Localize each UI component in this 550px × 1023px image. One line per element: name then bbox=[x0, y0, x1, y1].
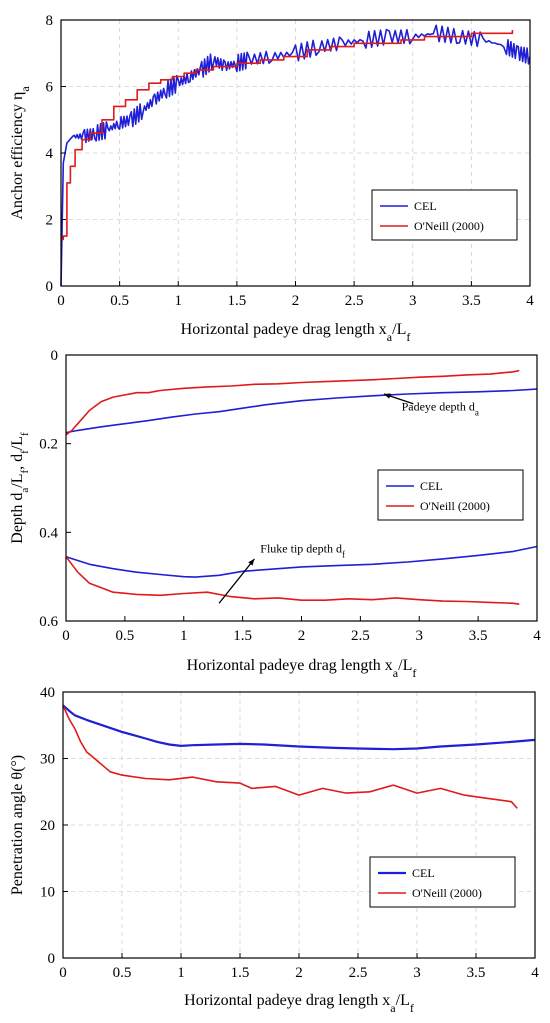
series-line-cel-1 bbox=[62, 704, 536, 751]
legend-label-cel: CEL bbox=[420, 479, 443, 493]
x-tick-label: 3.5 bbox=[467, 965, 486, 981]
chart-panel-2: 0 0.5 1 1.5 2 2.5 3 3.5 4 0 0.2 0.4 0.6 Horizontal pa… bbox=[9, 348, 541, 680]
grid-lines bbox=[61, 20, 530, 286]
x-tick-label: 3.5 bbox=[462, 293, 481, 309]
x-tick-label: 3 bbox=[413, 965, 421, 981]
x-tick-label: 0 bbox=[62, 628, 70, 644]
x-tick-label: 0.5 bbox=[110, 293, 129, 309]
x-tick-label: 1.5 bbox=[231, 965, 250, 981]
x-tick-label: 2 bbox=[298, 628, 306, 644]
annotation-arrow bbox=[218, 558, 255, 604]
x-tick-label: 2 bbox=[292, 293, 300, 309]
series-line-cel-2 bbox=[65, 545, 538, 578]
y-tick-label: 20 bbox=[40, 818, 55, 834]
y-tick-label: 40 bbox=[40, 685, 55, 701]
annotation-1: Padeye depth da bbox=[383, 393, 479, 417]
legend: CEL O'Neill (2000) bbox=[371, 189, 518, 241]
chart-panel-1: 0 0.5 1 1.5 2 2.5 3 3.5 4 0 2 4 6 8 Horizontal padeye … bbox=[9, 13, 534, 344]
x-tick-label: 1.5 bbox=[233, 628, 252, 644]
x-tick-label: 2.5 bbox=[345, 293, 364, 309]
x-tick-label: 1 bbox=[175, 293, 183, 309]
x-axis-ticks: 0 0.5 1 1.5 2 2.5 3 3.5 4 bbox=[62, 616, 541, 644]
y-tick-label: 0.2 bbox=[39, 437, 58, 453]
y-tick-label: 0.4 bbox=[39, 525, 58, 541]
legend-box bbox=[377, 469, 524, 521]
x-tick-label: 0.5 bbox=[113, 965, 132, 981]
x-axis-label: Horizontal padeye drag length xa/Lf bbox=[181, 321, 411, 344]
y-tick-label: 4 bbox=[46, 146, 54, 162]
x-tick-label: 1 bbox=[177, 965, 185, 981]
x-tick-label: 2.5 bbox=[349, 965, 368, 981]
x-tick-label: 0 bbox=[57, 293, 65, 309]
y-axis-ticks: 0 0.2 0.4 0.6 bbox=[39, 348, 71, 630]
legend-label-oneill: O'Neill (2000) bbox=[414, 219, 484, 233]
y-axis-label: Depth da/Lf, df/Lf bbox=[9, 432, 31, 544]
y-axis-label: Penetration angle θ(°) bbox=[9, 755, 26, 895]
annotation-arrowhead bbox=[248, 558, 255, 566]
x-tick-label: 3 bbox=[409, 293, 417, 309]
y-tick-label: 0.6 bbox=[39, 614, 58, 630]
x-tick-label: 3 bbox=[416, 628, 424, 644]
series-line-oneill-2 bbox=[61, 30, 514, 241]
series-line-oneill-3 bbox=[65, 369, 520, 436]
annotation-arrowhead bbox=[383, 393, 391, 399]
legend-label-cel: CEL bbox=[414, 199, 437, 213]
annotation-label: Fluke tip depth df bbox=[260, 541, 345, 559]
x-tick-label: 0 bbox=[59, 965, 67, 981]
y-axis-ticks: 0 2 4 6 8 bbox=[46, 13, 66, 295]
x-tick-label: 2.5 bbox=[351, 628, 370, 644]
legend-box bbox=[371, 189, 518, 241]
series-line-oneill-2 bbox=[62, 704, 518, 809]
x-tick-label: 3.5 bbox=[469, 628, 488, 644]
legend-box bbox=[369, 856, 516, 908]
y-tick-label: 8 bbox=[46, 13, 54, 29]
legend: CEL O'Neill (2000) bbox=[377, 469, 524, 521]
x-axis-label: Horizontal padeye drag length xa/Lf bbox=[187, 657, 417, 680]
y-tick-label: 2 bbox=[46, 213, 54, 229]
x-tick-label: 2 bbox=[295, 965, 303, 981]
x-axis-label: Horizontal padeye drag length xa/Lf bbox=[184, 992, 414, 1015]
series-line-cel-1 bbox=[60, 24, 531, 287]
annotation-label: Padeye depth da bbox=[402, 399, 479, 417]
y-tick-label: 0 bbox=[48, 951, 56, 967]
legend-label-oneill: O'Neill (2000) bbox=[420, 499, 490, 513]
series-line-cel-1 bbox=[65, 388, 538, 434]
x-tick-label: 1.5 bbox=[228, 293, 247, 309]
x-tick-label: 4 bbox=[526, 293, 534, 309]
y-tick-label: 10 bbox=[40, 885, 55, 901]
x-tick-label: 1 bbox=[180, 628, 188, 644]
y-tick-label: 0 bbox=[46, 279, 54, 295]
legend-label-oneill: O'Neill (2000) bbox=[412, 886, 482, 900]
y-axis-label: Anchor efficiency ηa bbox=[9, 86, 32, 220]
x-tick-label: 0.5 bbox=[116, 628, 135, 644]
series-line-oneill-4 bbox=[65, 556, 520, 605]
y-axis-ticks: 0 10 20 30 40 bbox=[40, 685, 68, 967]
x-axis-ticks: 0 0.5 1 1.5 2 2.5 3 3.5 4 bbox=[57, 281, 534, 309]
y-tick-label: 6 bbox=[46, 80, 54, 96]
y-tick-label: 30 bbox=[40, 752, 55, 768]
legend-label-cel: CEL bbox=[412, 866, 435, 880]
y-tick-label: 0 bbox=[51, 348, 59, 364]
x-axis-ticks: 0 0.5 1 1.5 2 2.5 3 3.5 4 bbox=[59, 953, 539, 981]
x-tick-label: 4 bbox=[533, 628, 541, 644]
x-tick-label: 4 bbox=[531, 965, 539, 981]
grid-lines bbox=[63, 692, 535, 958]
annotation-2: Fluke tip depth df bbox=[218, 541, 345, 604]
legend: CEL O'Neill (2000) bbox=[369, 856, 516, 908]
